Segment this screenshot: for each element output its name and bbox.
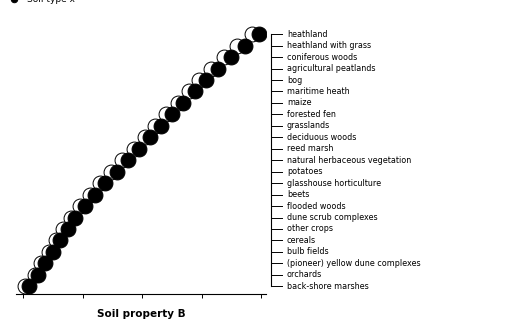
Point [179,100,187,106]
Point [86,192,94,197]
Point [240,43,249,48]
Point [71,215,80,220]
Point [41,261,49,266]
Text: heathland with grass: heathland with grass [287,41,371,50]
Point [220,55,229,60]
Text: (pioneer) yellow dune complexes: (pioneer) yellow dune complexes [287,259,420,268]
Point [130,146,138,151]
Point [25,284,34,289]
Point [162,112,170,117]
Point [190,89,199,94]
Point [34,272,42,277]
Text: forested fen: forested fen [287,110,336,119]
Text: cereals: cereals [287,236,316,245]
Point [185,89,193,94]
Point [107,169,115,174]
Point [30,272,39,277]
Point [37,261,45,266]
Point [207,66,215,71]
Text: deciduous woods: deciduous woods [287,133,356,142]
Point [214,66,222,71]
Text: bulb fields: bulb fields [287,248,328,256]
Point [112,169,121,174]
Point [195,77,204,83]
Text: back-shore marshes: back-shore marshes [287,282,369,291]
Text: coniferous woods: coniferous woods [287,53,357,61]
Point [52,238,60,243]
Point [59,226,68,232]
Point [48,249,57,254]
Text: dune scrub complexes: dune scrub complexes [287,213,378,222]
Point [21,284,30,289]
Point [168,112,177,117]
Legend: All soil types, Soil type x: All soil types, Soil type x [5,0,85,5]
Point [66,215,75,220]
Point [76,203,84,209]
Point [64,226,72,232]
Point [96,181,105,186]
Point [227,55,236,60]
Text: reed marsh: reed marsh [287,144,333,153]
Point [56,238,65,243]
Point [202,77,210,83]
Text: heathland: heathland [287,30,327,39]
Point [81,203,89,209]
Text: bog: bog [287,76,302,84]
Text: maize: maize [287,98,311,108]
Text: potatoes: potatoes [287,167,322,176]
Text: maritime heath: maritime heath [287,87,350,96]
Text: beets: beets [287,190,309,199]
Point [247,32,256,37]
Point [101,181,110,186]
Text: flooded woods: flooded woods [287,201,345,211]
Point [146,135,154,140]
Point [118,158,126,163]
Point [233,43,242,48]
Text: glasshouse horticulture: glasshouse horticulture [287,179,381,188]
Text: orchards: orchards [287,270,322,279]
X-axis label: Soil property B: Soil property B [97,309,185,319]
Text: other crops: other crops [287,224,333,233]
Point [255,32,263,37]
Text: agricultural peatlands: agricultural peatlands [287,64,376,73]
Point [123,158,132,163]
Point [91,192,99,197]
Point [135,146,143,151]
Text: grasslands: grasslands [287,121,330,130]
Point [156,123,165,129]
Point [140,135,149,140]
Text: natural herbaceous vegetation: natural herbaceous vegetation [287,156,411,165]
Point [45,249,53,254]
Point [151,123,160,129]
Point [173,100,182,106]
